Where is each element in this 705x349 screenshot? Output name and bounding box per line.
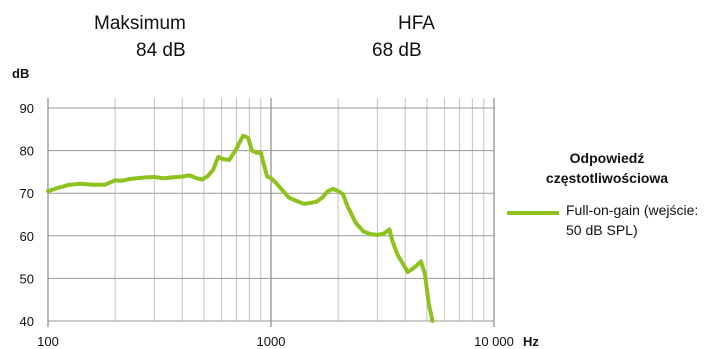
- max-label: Maksimum: [94, 13, 186, 34]
- y-tick-label: 80: [20, 144, 34, 159]
- x-tick-labels: 100 1000 10 000: [37, 334, 514, 349]
- x-tick-label: 1000: [257, 334, 286, 349]
- y-tick-labels: 40 50 60 70 80 90: [20, 101, 34, 329]
- y-tick-label: 90: [20, 101, 34, 116]
- y-axis-label: dB: [12, 66, 29, 81]
- hfa-label: HFA: [398, 13, 435, 34]
- y-tick-label: 40: [20, 314, 34, 329]
- x-tick-label: 100: [37, 334, 59, 349]
- max-value: 84 dB: [136, 40, 186, 61]
- y-tick-label: 60: [20, 229, 34, 244]
- legend-title: Odpowiedź częstotliwościowa: [545, 150, 669, 186]
- series-line: [46, 133, 435, 323]
- legend-series-label: Full-on-gain (wejście: 50 dB SPL): [566, 202, 699, 238]
- x-tick-label: 10 000: [474, 334, 514, 349]
- legend-swatch: [507, 211, 559, 215]
- y-tick-label: 50: [20, 271, 34, 286]
- y-tick-label: 70: [20, 186, 34, 201]
- series-layer: [46, 133, 435, 323]
- grid-major: [47, 98, 495, 327]
- hfa-value: 68 dB: [372, 40, 422, 61]
- x-axis-label: Hz: [523, 334, 539, 349]
